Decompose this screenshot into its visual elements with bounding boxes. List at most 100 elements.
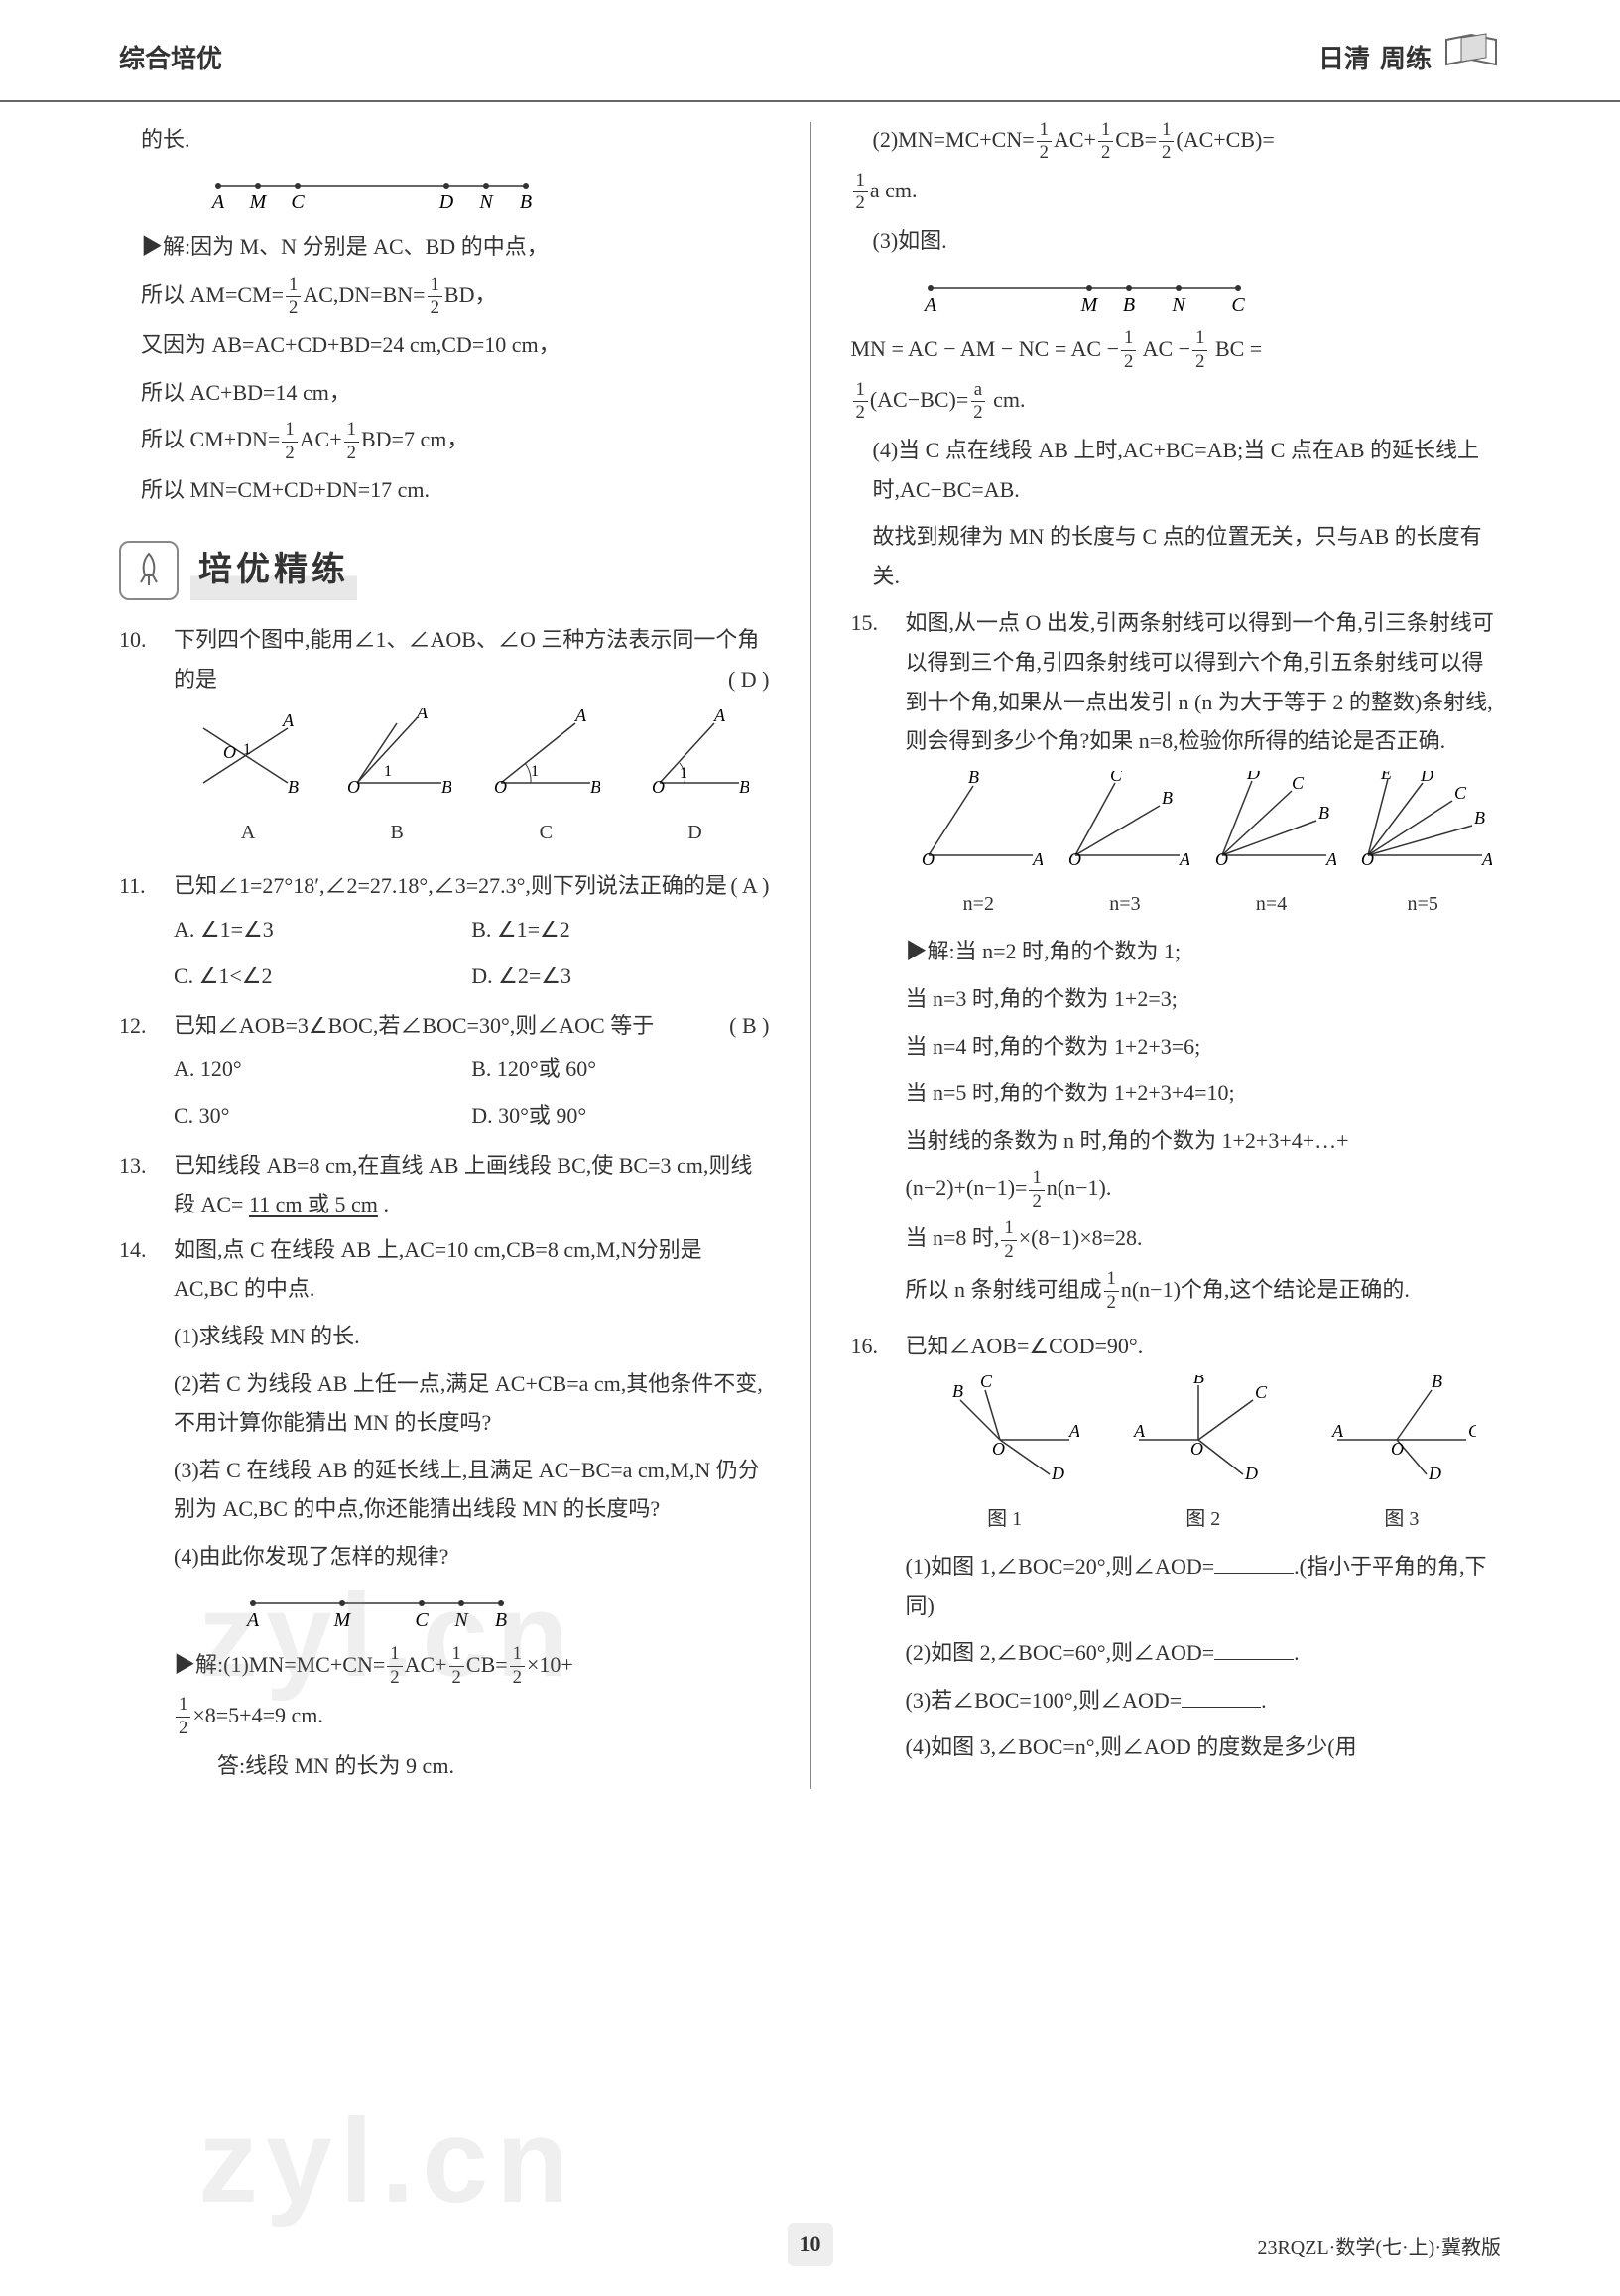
svg-text:B: B — [590, 777, 600, 797]
svg-text:E: E — [1380, 771, 1392, 783]
svg-text:A: A — [210, 191, 225, 213]
svg-text:M: M — [1079, 294, 1098, 316]
svg-text:O: O — [223, 742, 236, 762]
q10-answer: ( D ) — [728, 660, 770, 700]
svg-text:D: D — [1420, 771, 1433, 785]
q10-diagrams: A1OBA AOB1B AOB1C AOB1D — [174, 708, 770, 850]
svg-text:O: O — [1215, 849, 1228, 869]
svg-text:1: 1 — [243, 741, 251, 758]
svg-text:C: C — [1231, 294, 1245, 316]
svg-text:C: C — [1255, 1382, 1268, 1402]
svg-text:O: O — [494, 777, 507, 797]
sol4b: 故找到规律为 MN 的长度与 C 点的位置无关，只与AB 的长度有关. — [851, 517, 1502, 595]
sol4a: (4)当 C 点在线段 AB 上时,AC+BC=AB;当 C 点在AB 的延长线… — [851, 431, 1502, 509]
svg-text:C: C — [291, 191, 305, 213]
question-16: 16. 已知∠AOB=∠COD=90°. OABCD图 1 OABCD图 2 O… — [851, 1327, 1502, 1775]
svg-text:O: O — [1190, 1439, 1203, 1459]
q16-blank-1 — [1214, 1548, 1294, 1574]
frac-half: 12 — [286, 276, 301, 318]
svg-text:M: M — [249, 191, 268, 213]
svg-text:1: 1 — [531, 763, 539, 780]
svg-text:D: D — [1051, 1464, 1064, 1483]
q11-answer: ( A ) — [730, 866, 769, 906]
svg-text:A: A — [1068, 1421, 1079, 1441]
svg-text:B: B — [520, 191, 532, 213]
svg-text:1: 1 — [680, 765, 687, 782]
section-header: 培优精练 — [119, 540, 770, 600]
q16-blank-3 — [1182, 1681, 1261, 1707]
q16-blank-2 — [1214, 1634, 1294, 1660]
svg-text:M: M — [333, 1609, 352, 1631]
svg-text:N: N — [478, 191, 494, 213]
svg-text:A: A — [1331, 1421, 1344, 1441]
svg-text:B: B — [1162, 788, 1173, 808]
svg-text:B: B — [739, 777, 749, 797]
svg-text:1: 1 — [384, 763, 392, 780]
line-diagram-1: A M C D N B — [198, 171, 556, 215]
content-columns: 的长. A M C D N B ▶解:因为 M、N 分别是 AC、BD 的中点，… — [0, 102, 1620, 1800]
svg-text:B: B — [1474, 808, 1485, 828]
svg-text:A: A — [1032, 849, 1043, 869]
svg-text:A: A — [574, 708, 587, 725]
sol2: (2)MN=MC+CN=12AC+12CB=12(AC+CB)= — [851, 120, 1502, 163]
svg-text:B: B — [968, 771, 979, 787]
left-column: 的长. A M C D N B ▶解:因为 M、N 分别是 AC、BD 的中点，… — [119, 112, 770, 1800]
svg-text:C: C — [1454, 783, 1467, 803]
page-header: 综合培优 日清 周练 — [0, 0, 1620, 102]
header-riqing: 日清 — [1318, 37, 1370, 83]
svg-text:O: O — [1361, 849, 1374, 869]
question-10: 10. 下列四个图中,能用∠1、∠AOB、∠O 三种方法表示同一个角的是 ( D… — [119, 620, 770, 860]
svg-text:A: A — [1481, 849, 1492, 869]
svg-text:B: B — [952, 1381, 963, 1401]
svg-text:O: O — [922, 849, 935, 869]
svg-text:O: O — [992, 1439, 1005, 1459]
svg-text:D: D — [1244, 1464, 1258, 1483]
svg-text:B: B — [288, 777, 299, 797]
svg-text:C: C — [1468, 1421, 1476, 1441]
svg-text:D: D — [1428, 1464, 1441, 1483]
svg-text:B: B — [1432, 1375, 1442, 1391]
svg-text:B: B — [495, 1609, 507, 1631]
header-zhoulian: 周练 — [1380, 37, 1432, 83]
rocket-icon — [119, 541, 179, 600]
sol-prefix: ▶解: — [141, 234, 190, 259]
q12-answer: ( B ) — [729, 1006, 769, 1046]
footer-right: 23RQZL·数学(七·上)·冀教版 — [1257, 2231, 1501, 2266]
sol-line-3: 又因为 AB=AC+CD+BD=24 cm,CD=10 cm， — [119, 325, 770, 365]
svg-text:C: C — [1292, 773, 1305, 793]
header-left: 综合培优 — [119, 37, 222, 83]
svg-text:B: B — [441, 777, 451, 797]
svg-text:C: C — [415, 1609, 429, 1631]
svg-text:N: N — [453, 1609, 469, 1631]
svg-text:C: C — [1110, 771, 1123, 785]
svg-text:O: O — [1068, 849, 1081, 869]
q14-sol1-ans: 答:线段 MN 的长为 9 cm. — [174, 1746, 770, 1786]
svg-text:O: O — [347, 777, 360, 797]
sol-line-6: 所以 MN=CM+CD+DN=17 cm. — [119, 470, 770, 510]
header-right: 日清 周练 — [1318, 30, 1501, 90]
svg-text:A: A — [922, 294, 936, 316]
sol-line-1: ▶解:因为 M、N 分别是 AC、BD 的中点， — [119, 227, 770, 267]
svg-text:A: A — [245, 1609, 260, 1631]
column-divider — [810, 122, 811, 1790]
book-icon — [1441, 30, 1501, 90]
svg-text:A: A — [1179, 849, 1189, 869]
question-13: 13. 已知线段 AB=8 cm,在直线 AB 上画线段 BC,使 BC=3 c… — [119, 1146, 770, 1224]
question-11: 11. 已知∠1=27°18′,∠2=27.18°,∠3=27.3°,则下列说法… — [119, 866, 770, 1000]
q14-sol1: ▶解:(1)MN=MC+CN=12AC+12CB=12×10+ — [174, 1645, 770, 1688]
line-diagram-2: A M C N B — [233, 1589, 531, 1633]
question-12: 12. 已知∠AOB=3∠BOC,若∠BOC=30°,则∠AOC 等于 ( B … — [119, 1006, 770, 1140]
q13-blank: 11 cm 或 5 cm — [249, 1192, 378, 1216]
section-title: 培优精练 — [190, 540, 357, 600]
svg-text:B: B — [1193, 1375, 1204, 1387]
svg-text:O: O — [1391, 1439, 1404, 1459]
sol-line-4: 所以 AC+BD=14 cm， — [119, 373, 770, 413]
sol-line-2: 所以 AM=CM=12AC,DN=BN=12BD， — [119, 275, 770, 318]
sol3-intro: (3)如图. — [851, 221, 1502, 261]
svg-text:A: A — [1133, 1421, 1146, 1441]
sol3: MN = AC − AM − NC = AC −12 AC −12 BC = — [851, 329, 1502, 372]
line-diagram-3: A M B N C — [911, 273, 1268, 318]
question-15: 15. 如图,从一点 O 出发,引两条射线可以得到一个角,引三条射线可以得到三个… — [851, 603, 1502, 1320]
q15-diagrams: OABn=2 OABCn=3 OABCDn=4 OABCDEn=5 — [906, 771, 1502, 923]
svg-text:B: B — [1318, 803, 1329, 823]
